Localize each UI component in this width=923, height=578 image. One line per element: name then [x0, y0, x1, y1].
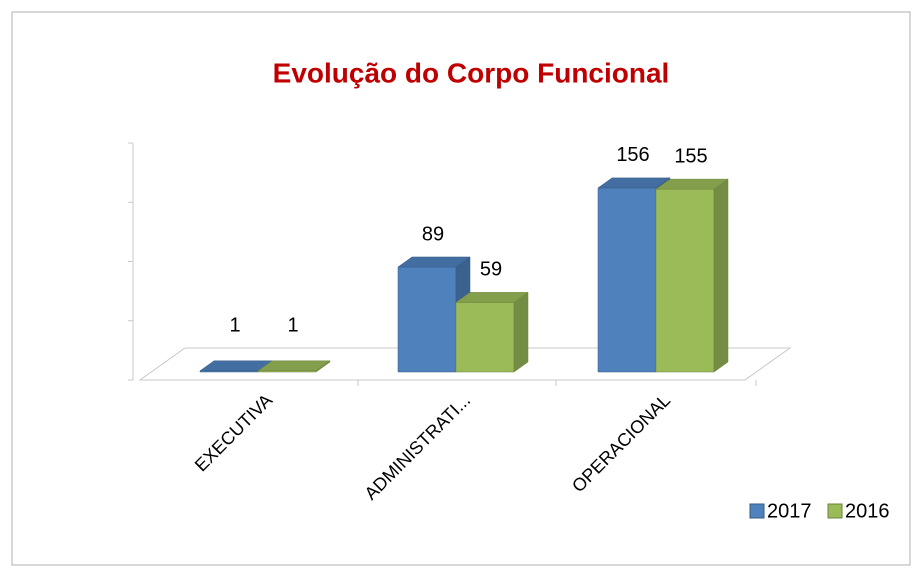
legend-label: 2017: [767, 500, 812, 522]
value-label: 89: [422, 223, 444, 245]
bar: [455, 291, 529, 373]
bar: [257, 360, 331, 373]
bar-face: [513, 291, 529, 373]
legend-label: 2016: [845, 500, 890, 522]
value-label: 155: [674, 145, 707, 167]
value-label: 156: [616, 144, 649, 166]
bar-face: [257, 360, 331, 372]
bar-face: [455, 302, 515, 373]
bar-face: [455, 292, 529, 303]
value-label: 1: [287, 314, 298, 336]
bar-face: [655, 178, 729, 190]
bar-face: [397, 256, 471, 268]
bar-face: [655, 188, 715, 373]
bar-face: [713, 178, 729, 373]
legend-swatch: [827, 503, 843, 519]
legend-swatch: [749, 503, 765, 519]
value-label: 1: [229, 314, 240, 336]
chart-title: Evolução do Corpo Funcional: [273, 57, 670, 88]
bar: [655, 178, 729, 373]
bar-face: [397, 266, 457, 373]
bar-face: [597, 187, 657, 373]
value-label: 59: [480, 259, 502, 281]
bar-face: [597, 177, 671, 189]
